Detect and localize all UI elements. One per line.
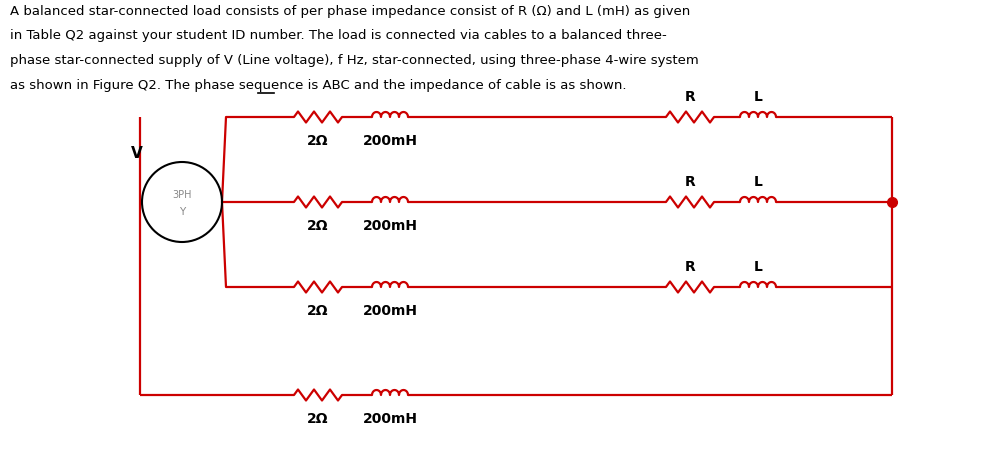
Text: A balanced star-connected load consists of per phase impedance consist of R (Ω) : A balanced star-connected load consists … bbox=[10, 5, 690, 18]
Text: as shown in Figure Q2. The phase sequence is ABC and the impedance of cable is a: as shown in Figure Q2. The phase sequenc… bbox=[10, 78, 627, 92]
Text: Y: Y bbox=[179, 207, 185, 217]
Text: 3PH: 3PH bbox=[172, 190, 192, 200]
Text: 200mH: 200mH bbox=[362, 412, 417, 426]
Text: V: V bbox=[131, 147, 143, 162]
Text: L: L bbox=[753, 90, 763, 104]
Text: R: R bbox=[685, 260, 695, 274]
Text: R: R bbox=[685, 90, 695, 104]
Text: 2Ω: 2Ω bbox=[307, 219, 329, 233]
Text: 200mH: 200mH bbox=[362, 219, 417, 233]
Text: L: L bbox=[753, 260, 763, 274]
Text: L: L bbox=[753, 175, 763, 189]
Text: phase star-connected supply of V (Line voltage), f Hz, star-connected, using thr: phase star-connected supply of V (Line v… bbox=[10, 54, 699, 67]
Text: 200mH: 200mH bbox=[362, 134, 417, 148]
Text: 2Ω: 2Ω bbox=[307, 304, 329, 318]
Text: R: R bbox=[685, 175, 695, 189]
Text: 200mH: 200mH bbox=[362, 304, 417, 318]
Text: 2Ω: 2Ω bbox=[307, 134, 329, 148]
Text: in Table Q2 against your student ID number. The load is connected via cables to : in Table Q2 against your student ID numb… bbox=[10, 29, 667, 42]
Text: 2Ω: 2Ω bbox=[307, 412, 329, 426]
